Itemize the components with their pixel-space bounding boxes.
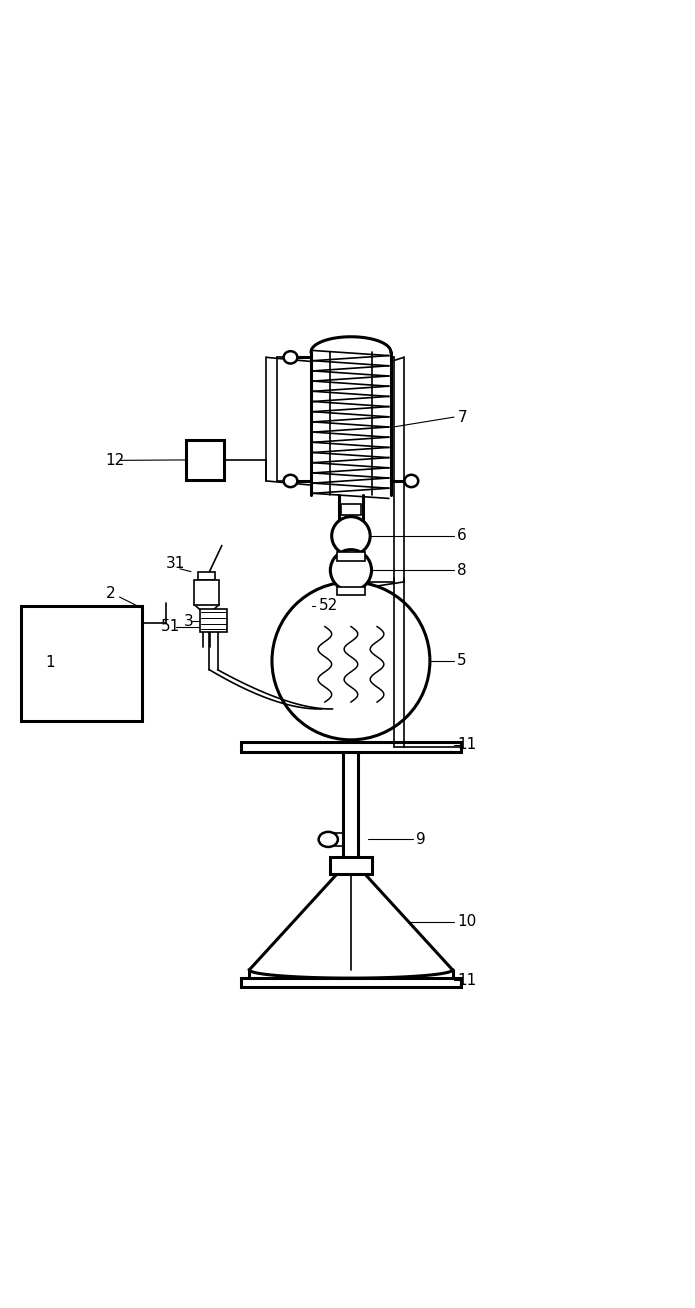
- Text: 11: 11: [457, 973, 477, 988]
- Circle shape: [332, 517, 370, 555]
- Text: 6: 6: [457, 528, 467, 543]
- Bar: [337, 552, 365, 561]
- Text: 5: 5: [457, 654, 467, 668]
- Text: 11: 11: [457, 738, 477, 752]
- Text: 1: 1: [45, 655, 55, 670]
- Text: 2: 2: [106, 586, 115, 602]
- Text: 8: 8: [457, 562, 467, 578]
- Ellipse shape: [404, 475, 418, 487]
- Bar: [341, 505, 361, 515]
- Text: 12: 12: [106, 453, 125, 468]
- Text: 10: 10: [457, 914, 477, 929]
- Ellipse shape: [284, 351, 297, 364]
- Text: 31: 31: [166, 556, 186, 570]
- Text: 3: 3: [184, 613, 194, 629]
- Circle shape: [330, 549, 372, 591]
- Bar: [195, 579, 219, 604]
- Ellipse shape: [284, 475, 297, 487]
- Ellipse shape: [319, 832, 338, 848]
- Bar: [22, 606, 142, 721]
- Text: 9: 9: [416, 832, 426, 846]
- Text: 51: 51: [161, 619, 180, 634]
- Bar: [241, 742, 461, 752]
- Bar: [199, 572, 215, 579]
- Bar: [330, 857, 372, 874]
- Bar: [186, 439, 224, 480]
- Bar: [200, 610, 227, 632]
- Bar: [337, 586, 365, 595]
- Text: 52: 52: [319, 599, 338, 613]
- Circle shape: [272, 582, 430, 740]
- Bar: [241, 978, 461, 988]
- Text: 7: 7: [457, 409, 467, 425]
